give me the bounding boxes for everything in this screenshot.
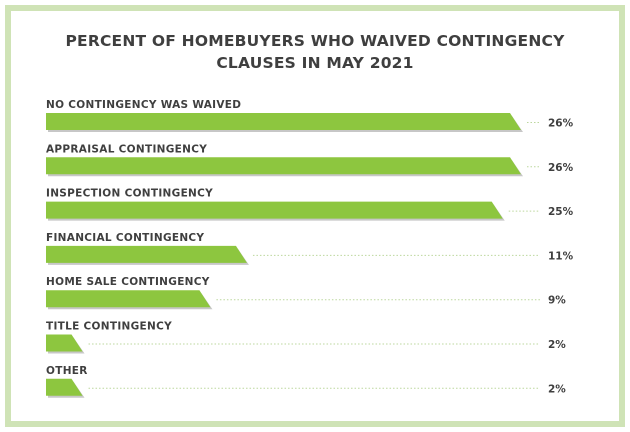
chart-title-line-2: CLAUSES IN MAY 2021 <box>216 54 413 72</box>
category-label: HOME SALE CONTINGENCY <box>46 276 210 288</box>
value-label: 2% <box>548 339 566 351</box>
bar <box>46 245 247 263</box>
value-label: 2% <box>548 383 566 395</box>
bar <box>46 157 521 175</box>
category-label: NO CONTINGENCY WAS WAIVED <box>46 99 241 111</box>
category-label: INSPECTION CONTINGENCY <box>46 188 213 200</box>
chart-title-line-1: PERCENT OF HOMEBUYERS WHO WAIVED CONTING… <box>66 32 566 50</box>
category-label: OTHER <box>46 365 88 377</box>
bar-rows: NO CONTINGENCY WAS WAIVED 26% APPRAISAL CO… <box>46 99 574 398</box>
value-label: 25% <box>548 206 574 218</box>
bar <box>46 290 211 308</box>
bar <box>46 334 83 352</box>
category-label: FINANCIAL CONTINGENCY <box>46 232 204 244</box>
bar <box>46 113 521 130</box>
value-label: 26% <box>548 162 574 174</box>
value-label: 9% <box>548 295 566 307</box>
value-label: 26% <box>548 118 574 130</box>
bar <box>46 378 83 396</box>
category-label: TITLE CONTINGENCY <box>46 321 172 333</box>
bar <box>46 201 503 219</box>
category-label: APPRAISAL CONTINGENCY <box>46 143 207 155</box>
value-label: 11% <box>548 250 574 262</box>
